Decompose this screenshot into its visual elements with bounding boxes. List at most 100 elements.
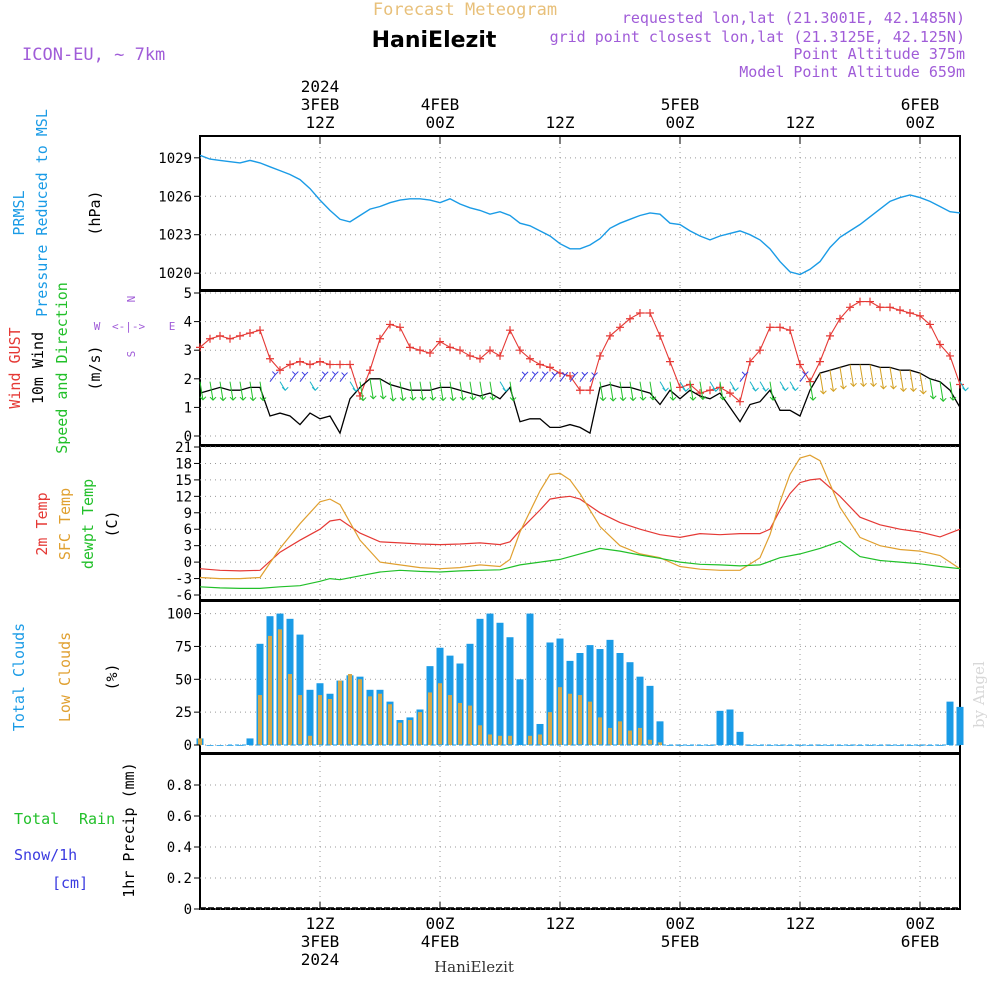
- wind-arrow-head: [860, 382, 867, 387]
- low-cloud-bar: [488, 734, 492, 745]
- wind-arrow-head: [699, 396, 707, 401]
- temperature-labels: 2m Temp SFC Temp dewpt Temp (C): [33, 479, 121, 569]
- low-cloud-bar: [538, 734, 542, 745]
- wind-arrow-head: [870, 382, 877, 387]
- gust-marker: [256, 326, 264, 335]
- location-title: HaniElezit: [372, 28, 497, 53]
- low-cloud-bar: [468, 705, 472, 745]
- clouds-labels: Total Clouds Low Clouds (%): [10, 623, 121, 731]
- wind-direction-arrow: [669, 381, 674, 401]
- time-label-top: 4FEB: [421, 95, 460, 114]
- wind-direction-arrow: [329, 374, 336, 382]
- wind-direction-arrow: [379, 378, 384, 399]
- precip-snow-label: Snow/1h: [14, 846, 77, 864]
- wind-arrow-head: [781, 387, 789, 392]
- total-clouds-label: Total Clouds: [10, 623, 28, 731]
- y-tick-label: 18: [175, 456, 192, 472]
- total-cloud-bar: [296, 634, 304, 745]
- low-cloud-bar: [298, 695, 302, 745]
- y-tick-label: 0.2: [167, 871, 192, 887]
- wind-direction-arrow: [929, 378, 934, 399]
- wind-direction-arrow: [869, 364, 875, 387]
- total-cloud-bar: [236, 745, 244, 746]
- wind-arrow-head: [521, 371, 529, 376]
- precip-total-label: Total: [14, 810, 59, 828]
- gust-marker: [236, 331, 244, 340]
- gust-marker: [926, 320, 934, 329]
- axis-layer: 1020102310261029012345-6-303691215182102…: [158, 77, 939, 969]
- gust-marker: [496, 351, 504, 360]
- low-cloud-bar: [638, 727, 642, 745]
- gust-marker: [286, 360, 294, 369]
- gust-marker: [866, 297, 874, 306]
- wind-direction-arrow: [809, 381, 814, 401]
- total-cloud-bar: [866, 745, 874, 746]
- low-cloud-bar: [648, 739, 652, 745]
- wind-arrow-head: [551, 371, 559, 376]
- wind-direction-arrow: [889, 367, 894, 389]
- low-cloud-bar: [528, 735, 532, 745]
- wind-arrow-head: [469, 396, 477, 401]
- y-tick-label: 0: [184, 738, 192, 754]
- gust-marker: [426, 349, 434, 358]
- total-cloud-bar: [776, 745, 784, 746]
- wind-arrow-head: [531, 371, 539, 376]
- wind-direction-arrow: [409, 381, 414, 401]
- wind-direction-arrow: [549, 374, 556, 382]
- pressure-labels: PRMSL Pressure Reduced to MSL (hPa): [10, 109, 104, 317]
- wind-direction-arrow: [259, 381, 264, 401]
- time-label-bottom: 12Z: [546, 914, 575, 933]
- wind-arrow-head: [502, 387, 510, 392]
- time-label-bottom: 12Z: [306, 914, 335, 933]
- total-cloud-bar: [246, 738, 254, 745]
- low-cloud-bar: [628, 730, 632, 745]
- wind-direction-arrow: [769, 381, 774, 401]
- wind-direction-arrow: [859, 364, 865, 387]
- wind-direction-arrow: [219, 381, 224, 401]
- wind-arrow-head: [719, 396, 727, 401]
- low-cloud-bar: [618, 721, 622, 745]
- low-cloud-bar: [498, 735, 502, 745]
- gust-marker: [246, 329, 254, 338]
- gust-marker: [386, 320, 394, 329]
- wind-gust-label: Wind GUST: [6, 327, 24, 408]
- gust-marker: [706, 386, 714, 395]
- y-tick-label: 1: [184, 400, 192, 416]
- time-label-top: 12Z: [546, 113, 575, 132]
- total-cloud-bar: [506, 637, 514, 745]
- gust-marker: [846, 303, 854, 312]
- gust-marker: [666, 357, 674, 366]
- low-cloud-bar: [558, 687, 562, 745]
- total-cloud-bar: [466, 643, 474, 745]
- y-tick-label: 1020: [158, 266, 192, 282]
- wind-direction-arrow: [269, 374, 276, 382]
- wind-direction-arrow: [619, 381, 624, 401]
- footer-location: HaniElezit: [434, 958, 514, 976]
- time-label-top: 12Z: [306, 113, 335, 132]
- wind-direction-arrow: [469, 381, 474, 400]
- temp-2m-label: 2m Temp: [33, 492, 51, 555]
- wind-direction-arrow: [719, 381, 724, 400]
- wind-direction-arrow: [369, 378, 374, 399]
- forecast-title: Forecast Meteogram: [373, 0, 557, 20]
- wind-arrow-head: [199, 396, 207, 401]
- precip-labels: Total Rain Snow/1h [cm] 1hr Precip (mm): [14, 762, 138, 897]
- wind-arrow-head: [662, 387, 669, 392]
- gust-marker: [776, 323, 784, 332]
- gust-marker: [376, 334, 384, 343]
- wind-arrow-head: [669, 396, 677, 401]
- wind-direction-arrow: [689, 381, 694, 401]
- gust-marker: [466, 351, 474, 360]
- gust-marker: [316, 357, 324, 366]
- series-line-prmsl: [199, 154, 961, 276]
- grid-point-coords: grid point closest lon,lat (21.3125E, 42…: [550, 28, 965, 46]
- wind-10m-label: 10m Wind: [29, 332, 47, 404]
- time-label-bottom: 00Z: [426, 914, 455, 933]
- wind-direction-arrow: [879, 367, 884, 389]
- y-tick-label: 2: [184, 372, 192, 388]
- y-tick-label: 50: [175, 672, 192, 688]
- time-label-top: 00Z: [906, 113, 935, 132]
- low-cloud-bar: [568, 693, 572, 745]
- total-cloud-bar: [476, 618, 484, 745]
- wind-arrow-head: [271, 371, 279, 376]
